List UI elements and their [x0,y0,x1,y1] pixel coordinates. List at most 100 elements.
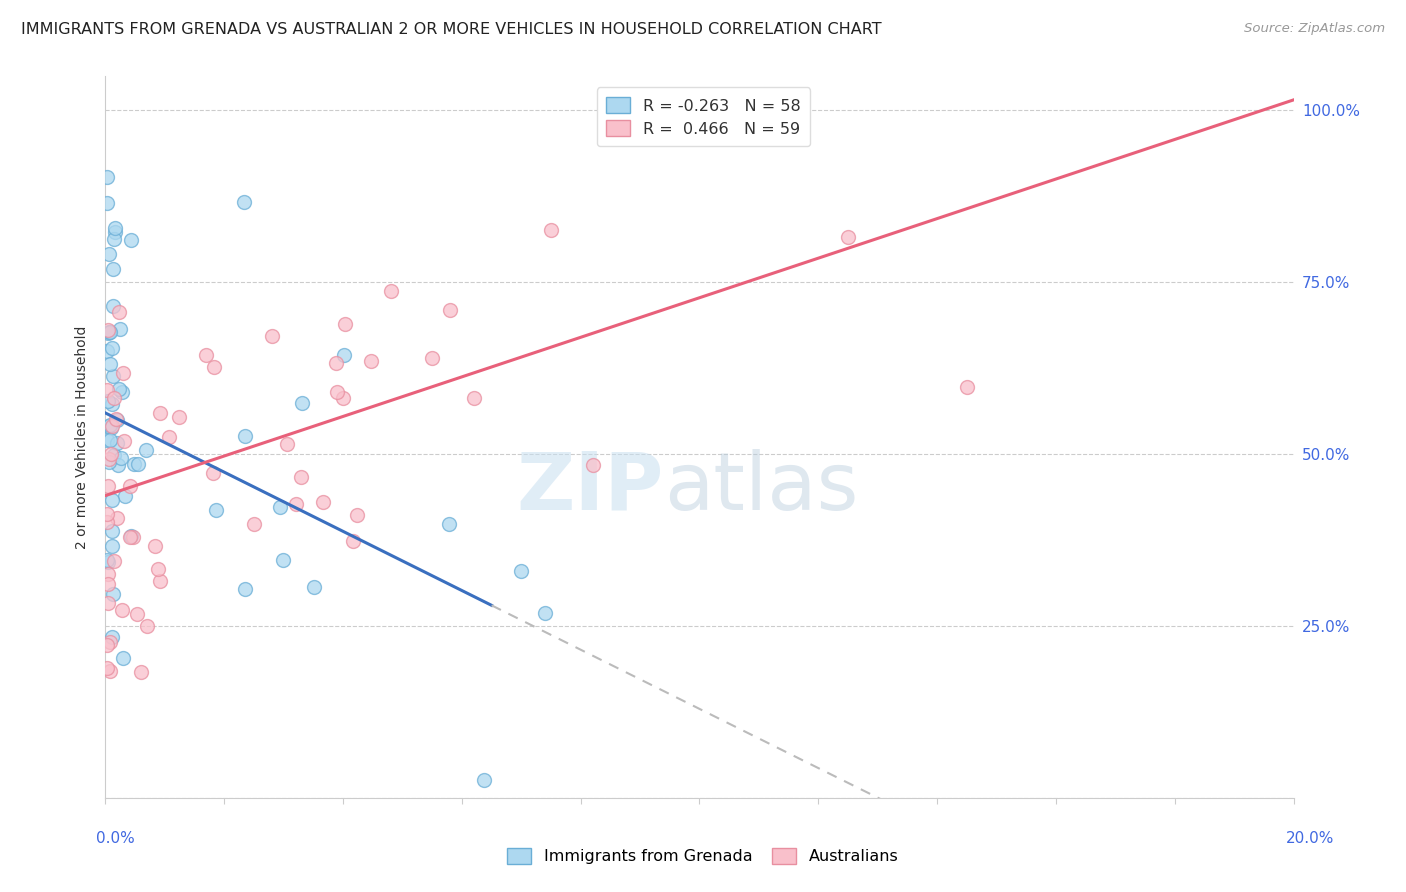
Point [104,226,127,240]
Point [205,503,228,517]
Point [101,341,124,355]
Point [96,383,118,397]
Point [956,380,979,394]
Point [98,433,121,447]
Point [120,529,142,543]
Point [120,233,142,247]
Point [100,447,122,461]
Point [110,450,132,465]
Point [534,606,557,620]
Point [291,396,314,410]
Point [332,348,354,362]
Point [96,638,118,652]
Point [105,511,128,525]
Point [118,479,141,493]
Point [100,357,122,371]
Point [98,247,121,261]
Point [201,466,224,480]
Point [107,305,129,319]
Point [148,561,170,575]
Point [111,384,134,399]
Point [233,429,256,443]
Point [242,517,264,532]
Point [125,607,148,621]
Point [269,500,291,514]
Point [96,344,118,359]
Point [110,322,132,336]
Point [97,393,120,408]
Point [101,261,124,276]
Point [96,507,118,521]
Point [97,325,120,339]
Point [97,479,120,493]
Y-axis label: 2 or more Vehicles in Household: 2 or more Vehicles in Household [76,326,90,549]
Point [103,554,125,568]
Text: Source: ZipAtlas.com: Source: ZipAtlas.com [1244,22,1385,36]
Point [96,196,118,211]
Point [122,458,145,472]
Point [101,539,124,553]
Point [111,650,134,665]
Point [103,368,125,383]
Point [311,495,333,509]
Point [118,530,141,544]
Point [581,458,603,473]
Point [326,385,349,400]
Point [143,539,166,553]
Point [101,524,124,538]
Point [100,417,122,432]
Point [463,391,485,405]
Point [101,630,124,644]
Point [112,434,135,449]
Point [97,419,120,434]
Point [98,635,121,649]
Point [129,665,152,679]
Point [96,553,118,567]
Point [101,587,124,601]
Point [96,169,118,184]
Point [114,489,136,503]
Point [97,451,120,466]
Point [232,194,254,209]
Point [439,303,461,318]
Point [360,354,382,368]
Point [276,437,298,451]
Point [127,457,149,471]
Point [342,533,364,548]
Point [111,603,134,617]
Legend: Immigrants from Grenada, Australians: Immigrants from Grenada, Australians [501,841,905,871]
Point [98,455,121,469]
Point [472,773,495,788]
Point [100,421,122,435]
Point [103,392,125,406]
Point [509,564,531,578]
Point [837,230,859,244]
Point [97,567,120,582]
Point [333,317,356,331]
Point [325,356,347,370]
Point [103,232,125,246]
Point [103,449,125,463]
Point [108,382,131,396]
Point [98,664,121,678]
Point [260,329,283,343]
Point [420,351,443,365]
Text: 0.0%: 0.0% [96,831,135,846]
Point [169,409,191,424]
Point [101,492,124,507]
Text: atlas: atlas [664,449,858,526]
Point [98,325,121,339]
Point [97,323,120,337]
Legend: R = -0.263   N = 58, R =  0.466   N = 59: R = -0.263 N = 58, R = 0.466 N = 59 [596,87,810,146]
Text: ZIP: ZIP [516,449,664,526]
Text: 20.0%: 20.0% [1286,831,1334,846]
Point [157,430,180,444]
Point [233,582,256,597]
Point [271,552,294,566]
Point [97,555,120,569]
Point [97,577,120,591]
Point [122,531,145,545]
Point [290,469,312,483]
Point [195,348,218,362]
Point [284,497,307,511]
